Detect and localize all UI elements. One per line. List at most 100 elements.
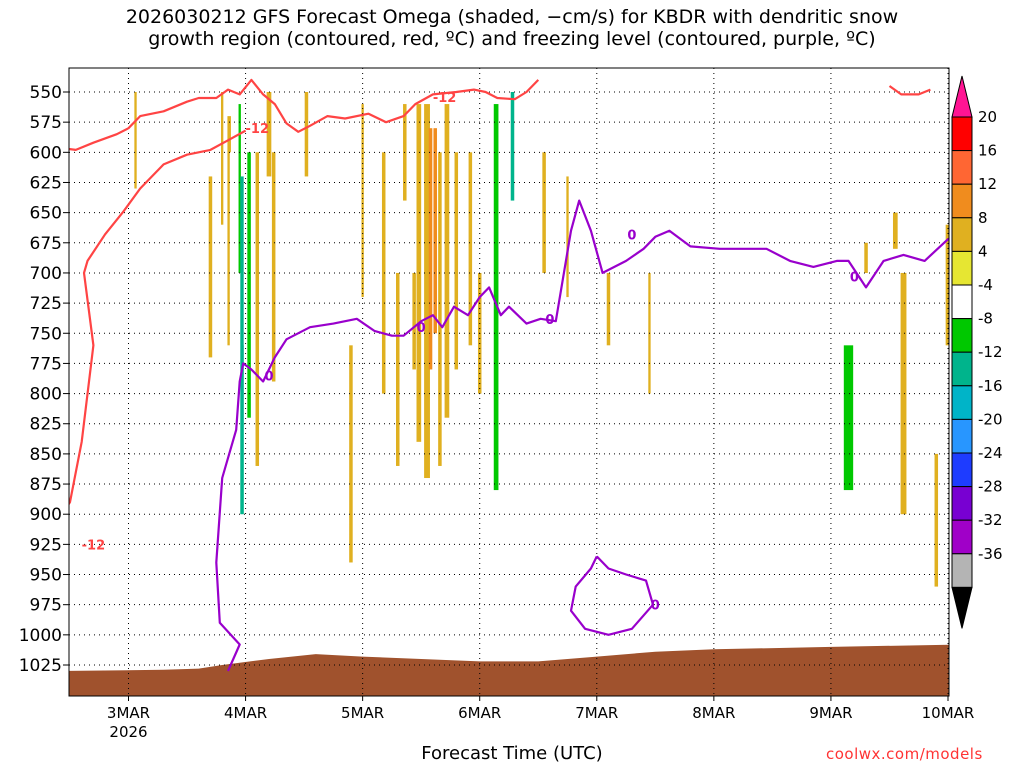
y-tick-label: 575 (30, 113, 62, 133)
omega-cell (428, 128, 433, 370)
colorbar-swatch (951, 553, 973, 588)
terrain-fill (69, 644, 949, 696)
contour-label: 0 (545, 313, 554, 328)
omega-cell (945, 224, 949, 346)
omega-cell (134, 92, 137, 189)
freezing-contour (215, 199, 949, 672)
colorbar-label: -20 (978, 410, 1003, 428)
omega-cell (412, 272, 416, 370)
omega-cell (433, 128, 437, 334)
omega-shading (121, 92, 949, 599)
omega-cell (229, 152, 234, 466)
colorbar-label: -16 (978, 377, 1003, 395)
x-tick-label: 6MAR (458, 704, 501, 722)
colorbar-bottom-arrow (951, 586, 973, 629)
grid-lines (69, 68, 949, 696)
omega-cell (493, 104, 499, 491)
colorbar-label: -28 (978, 478, 1003, 496)
omega-cell (438, 152, 442, 466)
colorbar-swatch (951, 351, 973, 387)
omega-cell (829, 272, 844, 527)
omega-cell (243, 104, 248, 346)
omega-cell (238, 104, 241, 273)
terrain-surface (69, 644, 949, 696)
omega-cell (223, 104, 228, 177)
freezing-contour (569, 555, 655, 636)
colorbar-swatch (951, 150, 973, 185)
omega-cell (251, 92, 254, 298)
omega-cell (266, 92, 272, 177)
x-tick-label: 3MAR (107, 704, 150, 722)
colorbar-swatch (951, 116, 973, 152)
y-tick-label: 650 (30, 204, 62, 224)
colorbar-swatch (951, 250, 973, 286)
y-tick-label: 875 (30, 475, 62, 495)
dendritic-contour (69, 78, 540, 151)
colorbar-swatch (951, 284, 973, 320)
omega-cell (208, 176, 213, 358)
contour-label: 0 (264, 369, 273, 384)
y-tick-label: 950 (30, 566, 62, 586)
omega-cell (444, 104, 450, 418)
colorbar-label: 8 (978, 209, 988, 227)
contours: -12 -12 -12 0 0 0 0 0 0 (69, 78, 949, 672)
omega-cell (255, 152, 260, 466)
omega-cell (416, 104, 422, 442)
omega-cell (566, 176, 569, 298)
y-tick-label: 625 (30, 173, 62, 193)
omega-cell (900, 272, 907, 515)
y-tick-label: 975 (30, 596, 62, 616)
omega-cell (811, 140, 816, 201)
omega-cell (396, 272, 400, 466)
y-tick-label: 825 (30, 415, 62, 435)
x-year-label: 2026 (109, 723, 147, 741)
y-tick-label: 1025 (19, 656, 62, 676)
contour-label: -12 (433, 91, 457, 106)
dendritic-contour (69, 129, 247, 506)
omega-cell (524, 104, 529, 466)
colorbar-label: -24 (978, 444, 1003, 462)
omega-cell (946, 574, 949, 599)
title-line-2: growth region (contoured, red, ºC) and f… (148, 28, 876, 50)
omega-cell (864, 242, 868, 273)
colorbar-label: -12 (978, 343, 1003, 361)
colorbar-swatch (951, 452, 973, 488)
colorbar-label: -32 (978, 511, 1003, 529)
y-tick-label: 675 (30, 234, 62, 254)
colorbar-label: -8 (978, 310, 993, 328)
y-tick-label: 800 (30, 385, 62, 405)
x-tick-label: 4MAR (224, 704, 267, 722)
x-axis: 3MAR 4MAR 5MAR 6MAR 7MAR 8MAR 9MAR 10MAR 2026 (107, 696, 974, 741)
omega-cell (892, 212, 898, 249)
colorbar-swatch (951, 385, 973, 420)
y-tick-label: 700 (30, 264, 62, 284)
omega-cell (460, 104, 464, 249)
omega-cell (366, 393, 371, 587)
y-tick-label: 1000 (19, 626, 62, 646)
x-tick-label: 5MAR (341, 704, 384, 722)
y-axis: 550 575 600 625 650 675 700 725 750 775 800 825 850 8… (19, 83, 69, 676)
colorbar-top-arrow (951, 75, 973, 118)
colorbar-swatch (951, 418, 973, 454)
contour-label: 0 (627, 228, 636, 243)
chart-title: 2026030212 GFS Forecast Omega (shaded, −… (0, 6, 1024, 50)
omega-cell (314, 152, 318, 273)
omega-cell (454, 152, 459, 370)
contour-label: -12 (82, 538, 106, 553)
omega-cell (247, 152, 251, 418)
colorbar-swatch (951, 519, 973, 555)
colorbar: 20 16 12 8 4 -4 -8 -12 -16 -20 -24 -28 -32 -36 (951, 75, 1003, 629)
colorbar-swatch (951, 486, 973, 521)
y-tick-label: 775 (30, 354, 62, 374)
omega-cell (606, 272, 611, 346)
y-tick-label: 925 (30, 535, 62, 555)
omega-cell (468, 152, 473, 346)
omega-cell (327, 176, 333, 298)
omega-cell (424, 104, 430, 479)
x-axis-title: Forecast Time (UTC) (421, 743, 603, 764)
contour-label: -12 (246, 122, 270, 137)
omega-cell (934, 453, 939, 587)
omega-cell (304, 92, 309, 177)
x-tick-label: 7MAR (575, 704, 618, 722)
